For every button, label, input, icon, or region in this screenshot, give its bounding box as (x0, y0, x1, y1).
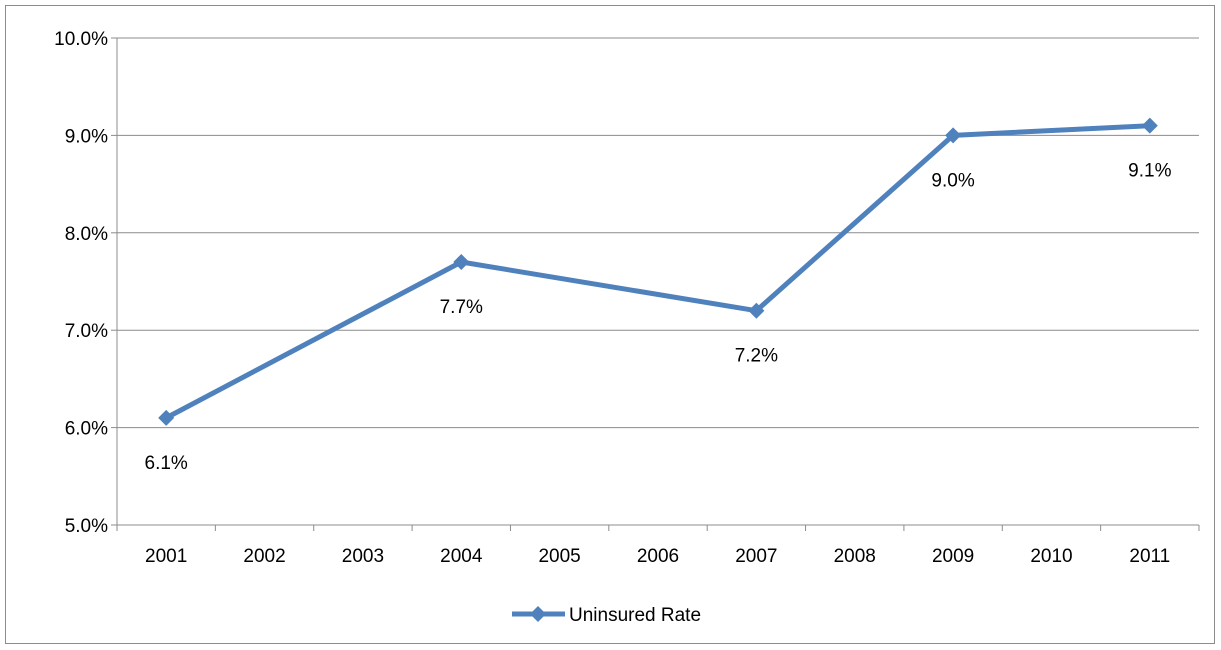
data-label: 6.1% (145, 453, 188, 474)
y-axis-tick-labels: 5.0% 6.0% 7.0% 8.0% 9.0% 10.0% (54, 29, 108, 537)
x-tick-label: 2010 (1030, 546, 1072, 567)
x-tick-label: 2008 (834, 546, 876, 567)
legend-label: Uninsured Rate (569, 605, 701, 626)
axes (111, 38, 1199, 531)
series-line (166, 126, 1150, 418)
data-label: 7.7% (440, 297, 483, 318)
series-uninsured-rate (158, 118, 1158, 426)
y-tick-label: 7.0% (65, 321, 108, 342)
y-tick-label: 9.0% (65, 126, 108, 147)
x-tick-label: 2007 (735, 546, 777, 567)
x-tick-label: 2001 (145, 546, 187, 567)
data-label: 9.1% (1128, 161, 1171, 182)
data-label: 7.2% (735, 346, 778, 367)
y-tick-label: 8.0% (65, 224, 108, 245)
y-tick-label: 6.0% (65, 419, 108, 440)
x-tick-label: 2005 (538, 546, 580, 567)
x-tick-label: 2011 (1129, 546, 1170, 567)
x-axis-tick-labels: 2001 2002 2003 2004 2005 2006 2007 2008 2009 2010… (145, 546, 1170, 567)
legend-diamond-marker (530, 606, 546, 622)
legend: Uninsured Rate (512, 605, 701, 626)
gridlines (117, 38, 1199, 428)
y-tick-label: 5.0% (65, 516, 108, 537)
x-tick-label: 2003 (342, 546, 384, 567)
data-label: 9.0% (931, 170, 974, 191)
y-tick-label: 10.0% (54, 29, 108, 50)
x-tick-label: 2006 (637, 546, 679, 567)
data-labels: 6.1% 7.7% 7.2% 9.0% 9.1% (145, 161, 1172, 474)
x-tick-label: 2009 (932, 546, 974, 567)
x-tick-label: 2004 (440, 546, 483, 567)
x-tick-label: 2002 (243, 546, 285, 567)
data-point-marker (1142, 118, 1158, 134)
